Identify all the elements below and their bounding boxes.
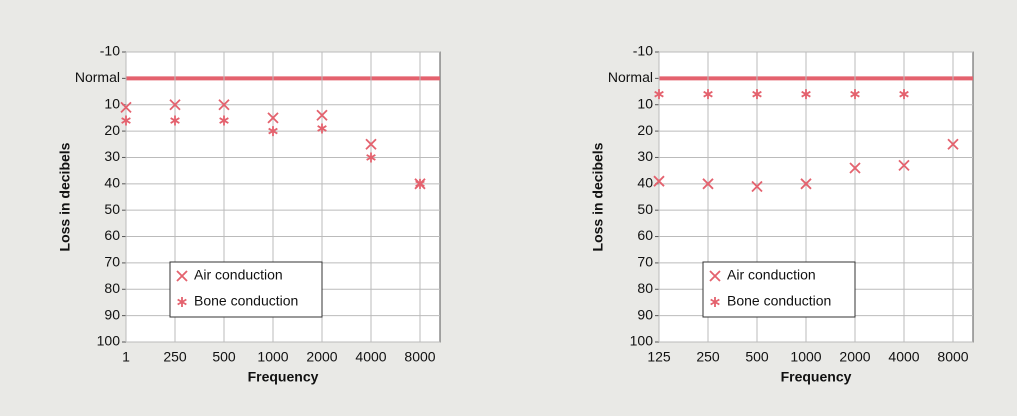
y-tick-label: 50: [104, 201, 120, 217]
y-tick-label: 30: [104, 148, 120, 164]
legend-label: Air conduction: [194, 267, 283, 283]
x-axis-label: Frequency: [248, 369, 319, 385]
y-tick-label: 40: [637, 175, 653, 191]
y-tick-label: 100: [97, 333, 121, 349]
y-tick-label: 30: [637, 148, 653, 164]
y-axis-label: Loss in decibels: [590, 142, 606, 251]
legend-label: Air conduction: [727, 267, 816, 283]
y-tick-label: 40: [104, 175, 120, 191]
x-tick-label: 500: [745, 349, 769, 365]
y-tick-label: -10: [633, 43, 653, 59]
y-tick-label: 60: [104, 227, 120, 243]
y-tick-label: 100: [630, 333, 654, 349]
x-tick-label: 125: [647, 349, 671, 365]
y-tick-label: 80: [637, 280, 653, 296]
y-tick-label: Normal: [75, 69, 120, 85]
x-tick-label: 4000: [888, 349, 919, 365]
legend-label: Bone conduction: [727, 293, 831, 309]
page: -10Normal1020304050607080901001250500100…: [0, 0, 1017, 416]
y-tick-label: 70: [104, 254, 120, 270]
y-tick-label: 20: [104, 122, 120, 138]
x-tick-label: 1: [122, 349, 130, 365]
x-tick-label: 500: [212, 349, 236, 365]
y-tick-label: 60: [637, 227, 653, 243]
x-tick-label: 2000: [839, 349, 870, 365]
y-tick-label: 20: [637, 122, 653, 138]
x-tick-label: 1000: [257, 349, 288, 365]
x-tick-label: 8000: [404, 349, 435, 365]
x-tick-label: 1000: [790, 349, 821, 365]
x-tick-label: 8000: [937, 349, 968, 365]
x-tick-label: 4000: [355, 349, 386, 365]
y-tick-label: 10: [104, 95, 120, 111]
y-tick-label: Normal: [608, 69, 653, 85]
x-tick-label: 2000: [306, 349, 337, 365]
y-tick-label: 10: [637, 95, 653, 111]
y-tick-label: 50: [637, 201, 653, 217]
y-tick-label: 90: [637, 306, 653, 322]
x-tick-label: 250: [163, 349, 187, 365]
y-tick-label: 80: [104, 280, 120, 296]
y-tick-label: -10: [100, 43, 120, 59]
y-tick-label: 70: [637, 254, 653, 270]
y-tick-label: 90: [104, 306, 120, 322]
x-axis-label: Frequency: [781, 369, 852, 385]
x-tick-label: 250: [696, 349, 720, 365]
y-axis-label: Loss in decibels: [57, 142, 73, 251]
legend-label: Bone conduction: [194, 293, 298, 309]
